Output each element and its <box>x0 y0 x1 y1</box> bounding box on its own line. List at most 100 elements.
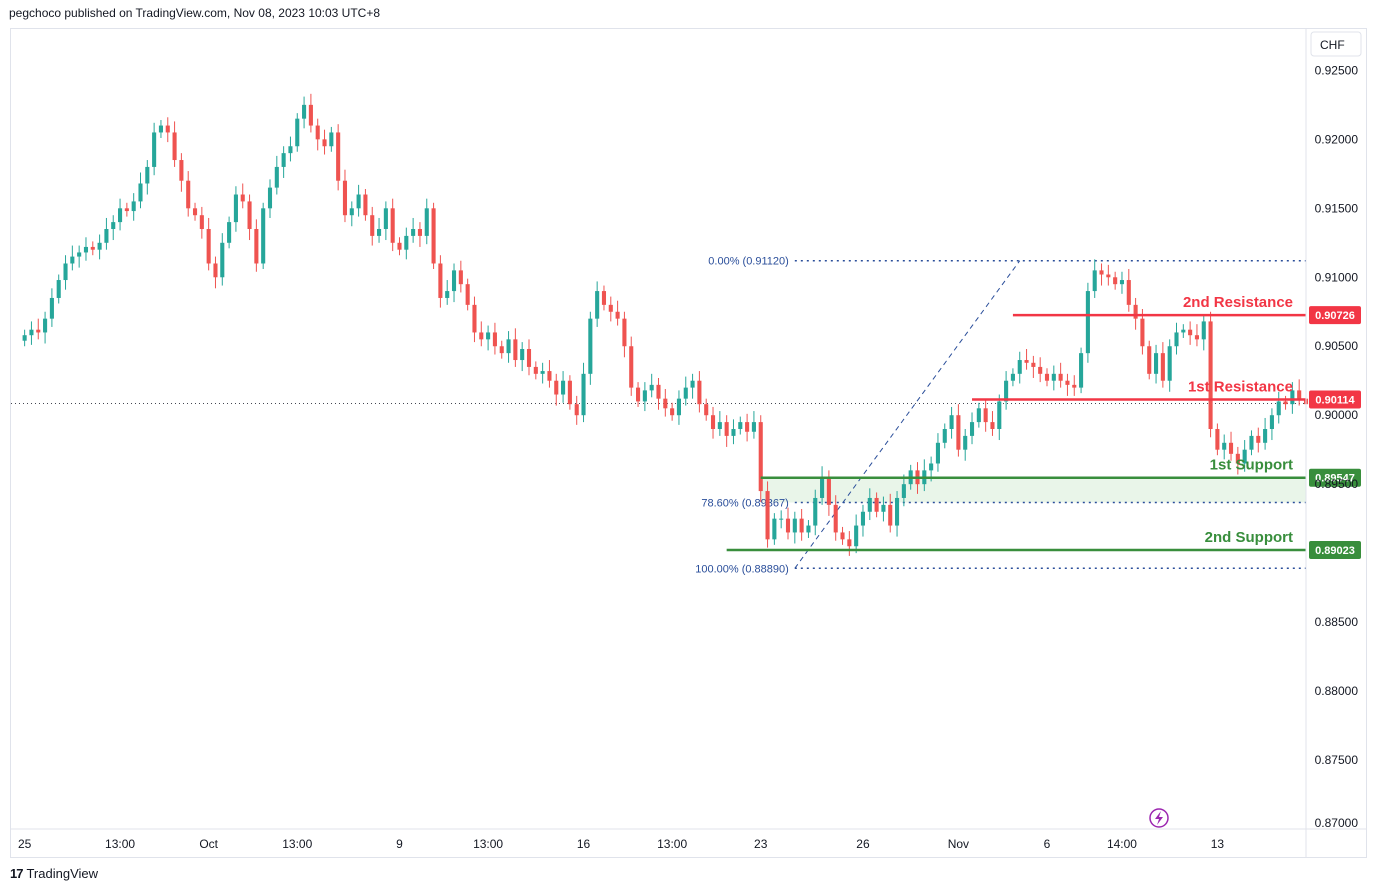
candle-body <box>336 132 341 181</box>
candle-body <box>1140 318 1145 347</box>
price-badge[interactable] <box>1309 540 1361 559</box>
candle-body <box>1276 401 1281 416</box>
price-badge-value: 0.89547 <box>1315 473 1355 485</box>
candle-body <box>492 332 497 347</box>
currency-badge[interactable] <box>1310 31 1362 57</box>
candle-body <box>1024 360 1029 363</box>
candle-body <box>302 104 307 119</box>
candle-body <box>895 497 900 526</box>
resistance-label: 1st Resistance <box>1188 378 1293 395</box>
candle-body <box>581 373 586 416</box>
fib-level-label: 0.00% (0.91120) <box>708 256 789 268</box>
price-badge[interactable] <box>1309 390 1361 409</box>
candle-body <box>1201 321 1206 340</box>
candle-body <box>976 408 981 423</box>
candle-body <box>22 335 27 341</box>
candle-body <box>397 242 402 250</box>
y-tick-label: 0.87500 <box>1315 753 1359 767</box>
candle-body <box>315 125 320 140</box>
candle-body <box>1119 280 1125 285</box>
currency-label: CHF <box>1320 38 1345 52</box>
candle-body <box>83 246 89 253</box>
candle-body <box>840 532 845 540</box>
candle-body <box>588 318 593 374</box>
candle-body <box>1051 373 1056 381</box>
candle-body <box>192 208 198 216</box>
candle-body <box>676 398 681 416</box>
fib-level-label: 100.00% (0.88890) <box>695 563 789 575</box>
publish-header: pegchoco published on TradingView.com, N… <box>9 6 381 20</box>
candle-body <box>356 194 361 209</box>
candle-body <box>813 497 818 526</box>
candle-body <box>997 401 1002 429</box>
candle-body <box>649 384 654 391</box>
footer: 17 TradingView <box>10 866 98 881</box>
axes-layer: 0.92500 0.92000 0.91500 0.91000 0.90500 0.900… <box>18 63 1358 851</box>
x-tick-label: 25 <box>18 837 32 851</box>
candle-body <box>104 229 109 243</box>
candle-body <box>874 497 879 512</box>
candle-body <box>792 518 797 533</box>
candle-body <box>1106 274 1111 278</box>
candle-body <box>29 329 34 336</box>
candle-body <box>799 518 804 533</box>
x-tick-label: 13 <box>1211 837 1225 851</box>
candle-body <box>956 415 961 450</box>
fibonacci-layer: 0.00% (0.91120) 78.60% (0.89367) 100.00% (… <box>11 256 1306 575</box>
candle-body <box>1072 384 1077 388</box>
candle-body <box>349 208 354 216</box>
candle-body <box>261 208 266 264</box>
candle-body <box>935 442 940 464</box>
candle-body <box>636 387 641 402</box>
candle-body <box>36 329 41 333</box>
candle-body <box>533 366 538 374</box>
candle-body <box>322 139 327 147</box>
candle-body <box>165 125 170 133</box>
y-tick-label: 0.92500 <box>1315 63 1359 77</box>
chart-frame[interactable] <box>10 28 1367 858</box>
candle-body <box>288 146 293 154</box>
candle-body <box>826 477 831 505</box>
candle-body <box>465 284 470 305</box>
candle-body <box>1194 335 1199 340</box>
candle-body <box>70 256 75 264</box>
candle-body <box>1290 390 1295 405</box>
candle-body <box>929 463 934 471</box>
candle-body <box>520 349 525 361</box>
candle-body <box>308 104 313 126</box>
candle-body <box>479 332 484 340</box>
candle-body <box>404 235 409 250</box>
candle-body <box>724 422 729 436</box>
candle-body <box>97 242 102 250</box>
candle-body <box>424 208 429 236</box>
candle-body <box>158 125 163 133</box>
candle-body <box>731 429 736 436</box>
candle-body <box>608 304 613 312</box>
candle-body <box>458 270 463 285</box>
candle-body <box>854 525 859 547</box>
candle-body <box>220 242 225 278</box>
candle-body <box>1222 442 1227 450</box>
candle-body <box>1249 435 1254 450</box>
candle-body <box>472 304 477 333</box>
candle-body <box>247 201 252 229</box>
candle-body <box>683 387 688 399</box>
candle-body <box>779 518 784 520</box>
candle-body <box>690 380 695 388</box>
candle-body <box>138 183 143 202</box>
candle-body <box>820 477 825 498</box>
candle-body <box>342 180 348 216</box>
candle-body <box>1126 280 1131 305</box>
candle-body <box>56 280 61 298</box>
lightning-icon[interactable] <box>1149 808 1169 828</box>
price-badge[interactable] <box>1309 468 1361 487</box>
candle-body <box>656 384 661 399</box>
y-tick-label: 0.90500 <box>1315 339 1359 353</box>
candle-body <box>567 380 572 405</box>
candle-body <box>963 435 968 450</box>
candle-body <box>901 484 906 498</box>
candle-body <box>942 429 947 443</box>
x-tick-label: 6 <box>1044 837 1051 851</box>
price-badge[interactable] <box>1309 306 1361 325</box>
